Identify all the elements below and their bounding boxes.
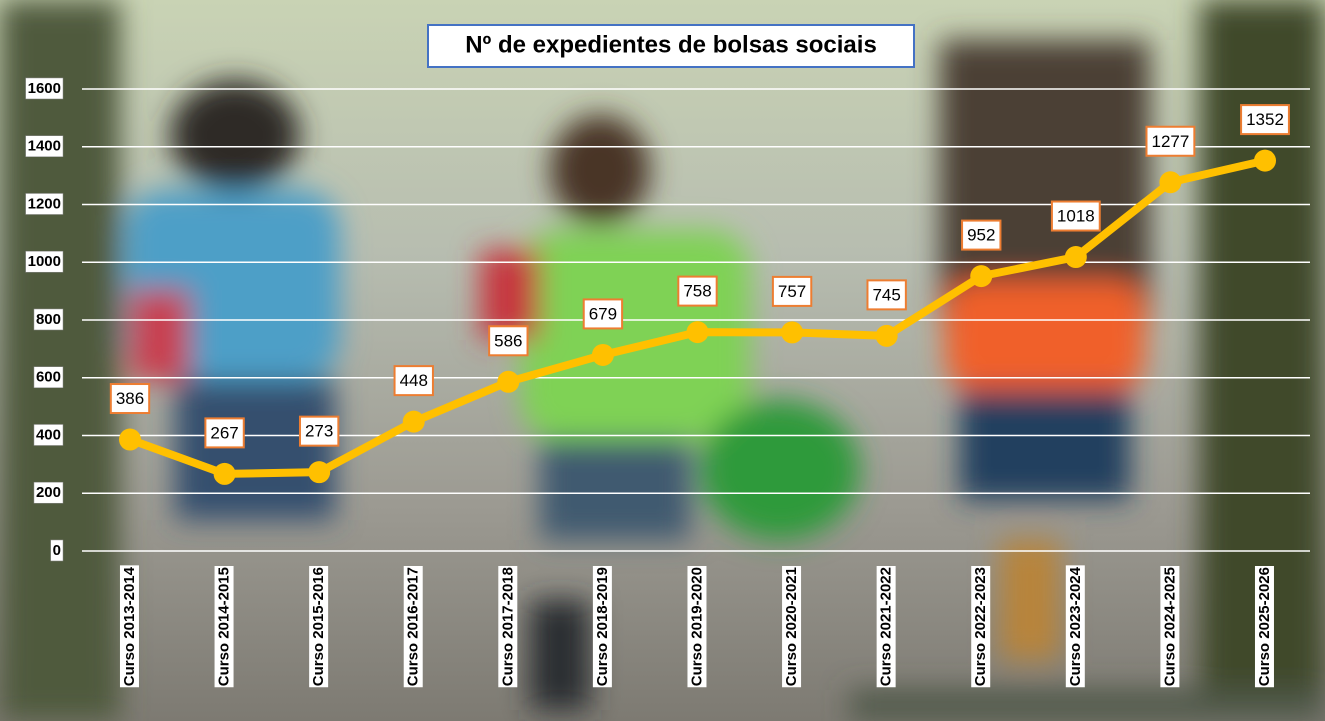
data-label-group: 757 xyxy=(773,277,811,306)
x-tick-label: Curso 2017-2018 xyxy=(499,567,516,686)
data-label: 679 xyxy=(589,304,617,323)
y-tick-label: 200 xyxy=(36,484,61,501)
y-tick-label-group: 200 xyxy=(34,482,63,503)
x-tick-label: Curso 2025-2026 xyxy=(1256,567,1273,686)
data-label-group: 267 xyxy=(205,418,243,447)
point xyxy=(876,325,898,347)
x-tick-label: Curso 2013-2014 xyxy=(121,566,138,686)
x-tick-label-group: Curso 2024-2025 xyxy=(1160,566,1179,687)
x-tick-label: Curso 2020-2021 xyxy=(783,567,800,686)
x-tick-label-group: Curso 2017-2018 xyxy=(498,566,517,687)
data-label-group: 1277 xyxy=(1147,127,1195,156)
data-label: 386 xyxy=(116,389,144,408)
y-tick-label: 1200 xyxy=(28,195,61,212)
x-tick-label: Curso 2016-2017 xyxy=(405,567,422,686)
y-tick-label: 1600 xyxy=(28,80,61,97)
point xyxy=(214,463,236,485)
data-label: 1277 xyxy=(1152,132,1190,151)
x-tick-label-group: Curso 2014-2015 xyxy=(215,566,234,687)
data-label: 745 xyxy=(872,285,900,304)
y-tick-label-group: 1200 xyxy=(26,193,63,214)
y-tick-label-group: 400 xyxy=(34,424,63,445)
data-label-group: 448 xyxy=(395,366,433,395)
data-label: 1018 xyxy=(1057,207,1095,226)
point xyxy=(1065,246,1087,268)
point xyxy=(119,429,141,451)
x-tick-label-group: Curso 2018-2019 xyxy=(593,566,612,687)
x-tick-label: Curso 2014-2015 xyxy=(216,567,233,686)
point xyxy=(308,461,330,483)
point xyxy=(497,371,519,393)
x-tick-label-group: Curso 2015-2016 xyxy=(309,566,328,687)
data-label-group: 273 xyxy=(300,417,338,446)
x-tick-label: Curso 2022-2023 xyxy=(972,567,989,686)
point xyxy=(970,265,992,287)
x-tick-label: Curso 2018-2019 xyxy=(594,567,611,686)
x-tick-label-group: Curso 2016-2017 xyxy=(404,566,423,687)
point xyxy=(1254,150,1276,172)
x-tick-label-group: Curso 2021-2022 xyxy=(877,566,896,687)
data-label: 758 xyxy=(683,282,711,301)
y-tick-label-group: 1600 xyxy=(26,78,63,99)
background-photo xyxy=(0,0,1325,721)
y-tick-label: 1400 xyxy=(28,138,61,155)
y-tick-label: 400 xyxy=(36,426,61,443)
y-tick-label-group: 1000 xyxy=(26,251,63,272)
x-tick-label-group: Curso 2025-2026 xyxy=(1255,566,1274,687)
data-label-group: 386 xyxy=(111,384,149,413)
point xyxy=(1159,171,1181,193)
data-label-group: 952 xyxy=(962,221,1000,250)
x-tick-label-group: Curso 2023-2024 xyxy=(1066,565,1085,687)
x-tick-label: Curso 2024-2025 xyxy=(1161,567,1178,686)
y-tick-label: 1000 xyxy=(28,253,61,270)
data-label: 267 xyxy=(210,423,238,442)
point xyxy=(592,344,614,366)
data-label: 273 xyxy=(305,422,333,441)
y-tick-label-group: 800 xyxy=(34,309,63,330)
data-label-group: 758 xyxy=(678,277,716,306)
data-label: 952 xyxy=(967,226,995,245)
x-tick-label: Curso 2023-2024 xyxy=(1067,566,1084,686)
data-label: 757 xyxy=(778,282,806,301)
x-tick-label: Curso 2019-2020 xyxy=(688,567,705,686)
x-tick-label-group: Curso 2019-2020 xyxy=(687,566,706,687)
y-tick-label: 0 xyxy=(53,542,61,559)
data-label-group: 679 xyxy=(584,299,622,328)
y-tick-label: 600 xyxy=(36,369,61,386)
chart-title: Nº de expedientes de bolsas sociais xyxy=(465,31,877,58)
data-label-group: 1018 xyxy=(1052,202,1100,231)
data-label: 1352 xyxy=(1246,110,1284,129)
y-tick-label-group: 0 xyxy=(51,540,63,561)
data-label-group: 586 xyxy=(489,326,527,355)
x-tick-label-group: Curso 2022-2023 xyxy=(971,566,990,687)
x-tick-label-group: Curso 2013-2014 xyxy=(120,565,139,687)
point xyxy=(403,411,425,433)
data-label-group: 745 xyxy=(867,280,905,309)
y-tick-label-group: 1400 xyxy=(26,136,63,157)
y-tick-label: 800 xyxy=(36,311,61,328)
x-tick-label: Curso 2015-2016 xyxy=(310,567,327,686)
point xyxy=(687,321,709,343)
data-label: 448 xyxy=(400,371,428,390)
point xyxy=(781,321,803,343)
x-tick-label: Curso 2021-2022 xyxy=(878,567,895,686)
data-label: 586 xyxy=(494,331,522,350)
x-tick-label-group: Curso 2020-2021 xyxy=(782,566,801,687)
y-tick-label-group: 600 xyxy=(34,367,63,388)
chart: 0 200 400 600 800 1000 1200 1400 1600 Curso 2013-… xyxy=(0,0,1325,721)
data-label-group: 1352 xyxy=(1241,105,1289,134)
